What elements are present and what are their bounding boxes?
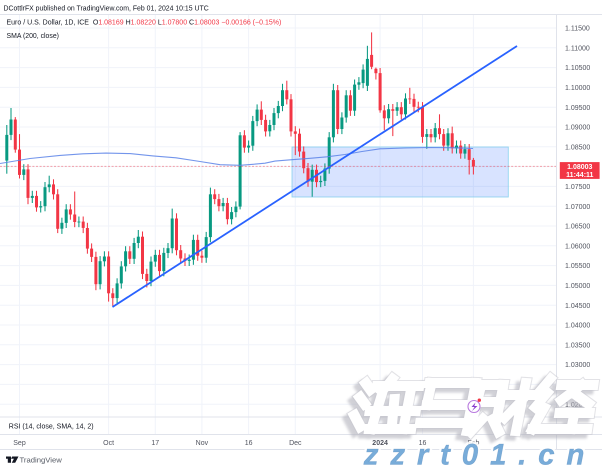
svg-text:1.08500: 1.08500	[565, 144, 590, 151]
svg-text:zzrt01.cn: zzrt01.cn	[363, 439, 596, 471]
svg-text:1.05500: 1.05500	[565, 263, 590, 270]
svg-text:1.04500: 1.04500	[565, 303, 590, 310]
svg-text:1.06500: 1.06500	[565, 224, 590, 231]
svg-text:DCottlrFX published on Trading: DCottlrFX published on TradingView.com, …	[4, 6, 209, 13]
svg-text:1.10500: 1.10500	[565, 65, 590, 72]
svg-text:Feb: Feb	[467, 440, 479, 447]
svg-text:RSI (14, close, SMA, 14, 2): RSI (14, close, SMA, 14, 2)	[9, 424, 94, 431]
svg-text:1.09500: 1.09500	[565, 105, 590, 112]
svg-text:11:44:11: 11:44:11	[566, 172, 593, 179]
svg-text:Nov: Nov	[196, 440, 209, 447]
svg-text:1.03500: 1.03500	[565, 342, 590, 349]
svg-text:SMA (200, close): SMA (200, close)	[7, 33, 59, 40]
svg-text:Oct: Oct	[103, 440, 114, 447]
svg-text:1.03000: 1.03000	[565, 362, 590, 369]
svg-text:1.09000: 1.09000	[565, 125, 590, 132]
svg-text:17: 17	[151, 440, 159, 447]
svg-text:2024: 2024	[372, 440, 388, 447]
svg-text:zzrt01.cn: zzrt01.cn	[363, 439, 596, 471]
svg-text:1.07500: 1.07500	[565, 184, 590, 191]
svg-text:Sep: Sep	[13, 440, 26, 447]
svg-text:1.11500: 1.11500	[565, 26, 590, 33]
svg-text:1.06000: 1.06000	[565, 243, 590, 250]
svg-text:16: 16	[419, 440, 427, 447]
svg-text:1.10000: 1.10000	[565, 85, 590, 92]
svg-text:Euro / U.S. Dollar, 1D, ICE O: Euro / U.S. Dollar, 1D, ICE O1.08169 H1.…	[7, 20, 282, 27]
svg-text:1.07000: 1.07000	[565, 204, 590, 211]
svg-text:1.08003: 1.08003	[567, 164, 592, 171]
svg-text:TradingView: TradingView	[20, 456, 63, 465]
svg-text:1.04000: 1.04000	[565, 323, 590, 330]
svg-text:Dec: Dec	[289, 440, 302, 447]
svg-text:1.11000: 1.11000	[565, 45, 590, 52]
svg-text:16: 16	[245, 440, 253, 447]
svg-text:1.05000: 1.05000	[565, 283, 590, 290]
